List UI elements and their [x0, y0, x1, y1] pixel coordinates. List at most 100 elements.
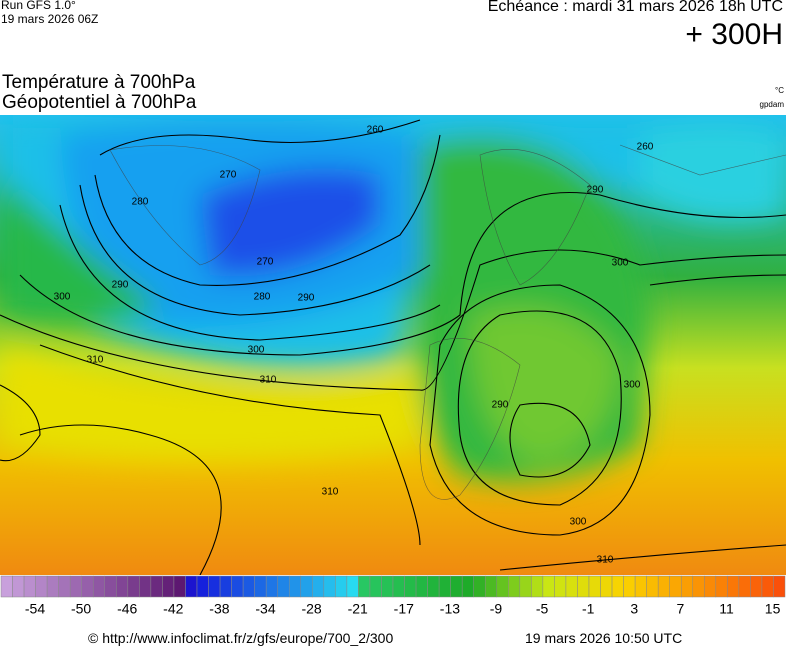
color-swatch	[646, 575, 659, 598]
color-swatch	[404, 575, 417, 598]
colorbar-label: -54	[25, 601, 45, 617]
color-swatch	[450, 575, 463, 598]
color-swatch	[23, 575, 36, 598]
color-swatch	[254, 575, 267, 598]
color-swatch	[369, 575, 382, 598]
color-swatch	[427, 575, 440, 598]
color-swatch	[139, 575, 152, 598]
color-swatch	[312, 575, 325, 598]
color-swatch	[162, 575, 175, 598]
color-swatch	[542, 575, 555, 598]
color-swatch	[58, 575, 71, 598]
color-swatch	[35, 575, 48, 598]
colorbar-label: -28	[301, 601, 321, 617]
contour-label: 300	[248, 345, 265, 356]
unit-geo: gpdam	[759, 100, 784, 109]
color-swatch	[116, 575, 129, 598]
color-swatch	[484, 575, 498, 598]
generated-time: 19 mars 2026 10:50 UTC	[525, 630, 683, 646]
color-swatch	[531, 575, 544, 598]
contour-label: 270	[220, 170, 237, 181]
color-swatch	[392, 575, 405, 598]
colorbar-label: -50	[71, 601, 91, 617]
color-swatch	[704, 575, 717, 598]
color-swatch	[669, 575, 682, 598]
colorbar-label: -13	[440, 601, 460, 617]
color-swatch	[12, 575, 25, 598]
contour-label: 310	[260, 375, 277, 386]
color-swatch	[81, 575, 94, 598]
color-swatch	[554, 575, 567, 598]
colorbar-label: -17	[394, 601, 414, 617]
contour-label: 270	[257, 257, 274, 268]
contour-label: 290	[112, 280, 129, 291]
color-swatch	[69, 575, 82, 598]
run-label: Run GFS 1.0°	[1, 0, 76, 12]
color-swatch	[0, 575, 13, 598]
colorbar-label: 15	[765, 601, 781, 617]
color-swatch	[508, 575, 521, 598]
contour-label: 290	[587, 185, 604, 196]
colorbar: -54 -50 -46 -42 -38 -34 -28 -21 -17 -13 -9 -5 -1 3 7 11…	[0, 575, 786, 617]
color-swatch	[565, 575, 578, 598]
color-swatch	[92, 575, 106, 598]
color-swatch	[219, 575, 232, 598]
color-swatch	[715, 575, 728, 598]
run-date: 19 mars 2026 06Z	[1, 12, 99, 26]
color-swatch	[150, 575, 163, 598]
color-swatch	[773, 575, 786, 598]
unit-temp: °C	[775, 86, 784, 95]
contour-label: 280	[132, 197, 149, 208]
color-swatch	[242, 575, 255, 598]
color-swatch	[727, 575, 740, 598]
color-swatch	[519, 575, 532, 598]
color-swatch	[323, 575, 336, 598]
colorbar-label: 11	[719, 601, 734, 617]
color-swatch	[761, 575, 774, 598]
contour-label: 300	[54, 292, 71, 303]
contour-label: 310	[322, 487, 339, 498]
color-swatch	[277, 575, 290, 598]
color-swatch	[300, 575, 313, 598]
color-swatch	[738, 575, 751, 598]
color-swatch	[588, 575, 601, 598]
colorbar-label: -38	[209, 601, 229, 617]
color-swatch	[381, 575, 394, 598]
color-swatch	[104, 575, 117, 598]
colorbar-label: -9	[490, 601, 503, 617]
color-swatch	[577, 575, 590, 598]
contour-label: 290	[298, 293, 315, 304]
color-swatch	[127, 575, 140, 598]
color-swatch	[185, 575, 198, 598]
color-swatch	[611, 575, 624, 598]
color-swatch	[415, 575, 428, 598]
colorbar-label: -34	[255, 601, 275, 617]
color-swatch	[173, 575, 186, 598]
color-swatch	[750, 575, 763, 598]
color-swatch	[496, 575, 509, 598]
colorbar-label: 3	[630, 601, 638, 617]
color-swatch	[461, 575, 474, 598]
title-temp: Température à 700hPa	[2, 72, 196, 93]
color-swatch	[438, 575, 451, 598]
contour-label: 300	[570, 517, 587, 528]
color-swatch	[692, 575, 705, 598]
source-url: © http://www.infoclimat.fr/z/gfs/europe/…	[88, 630, 394, 646]
color-swatch	[288, 575, 302, 598]
color-swatch	[46, 575, 59, 598]
colorbar-label: -21	[348, 601, 368, 617]
color-swatch	[634, 575, 647, 598]
contour-label: 300	[624, 380, 641, 391]
map: 260 260 270 280 270 280 290 290 300 300 310 290 300 2…	[0, 115, 786, 575]
color-swatch	[680, 575, 694, 598]
colorbar-label: -46	[117, 601, 137, 617]
color-swatch	[473, 575, 486, 598]
color-swatch	[346, 575, 359, 598]
contour-label: 290	[492, 400, 509, 411]
contour-label: 280	[254, 292, 271, 303]
color-swatch	[358, 575, 371, 598]
lead-time: + 300H	[685, 18, 783, 51]
color-swatch	[231, 575, 244, 598]
color-swatch	[208, 575, 221, 598]
color-swatch	[196, 575, 209, 598]
